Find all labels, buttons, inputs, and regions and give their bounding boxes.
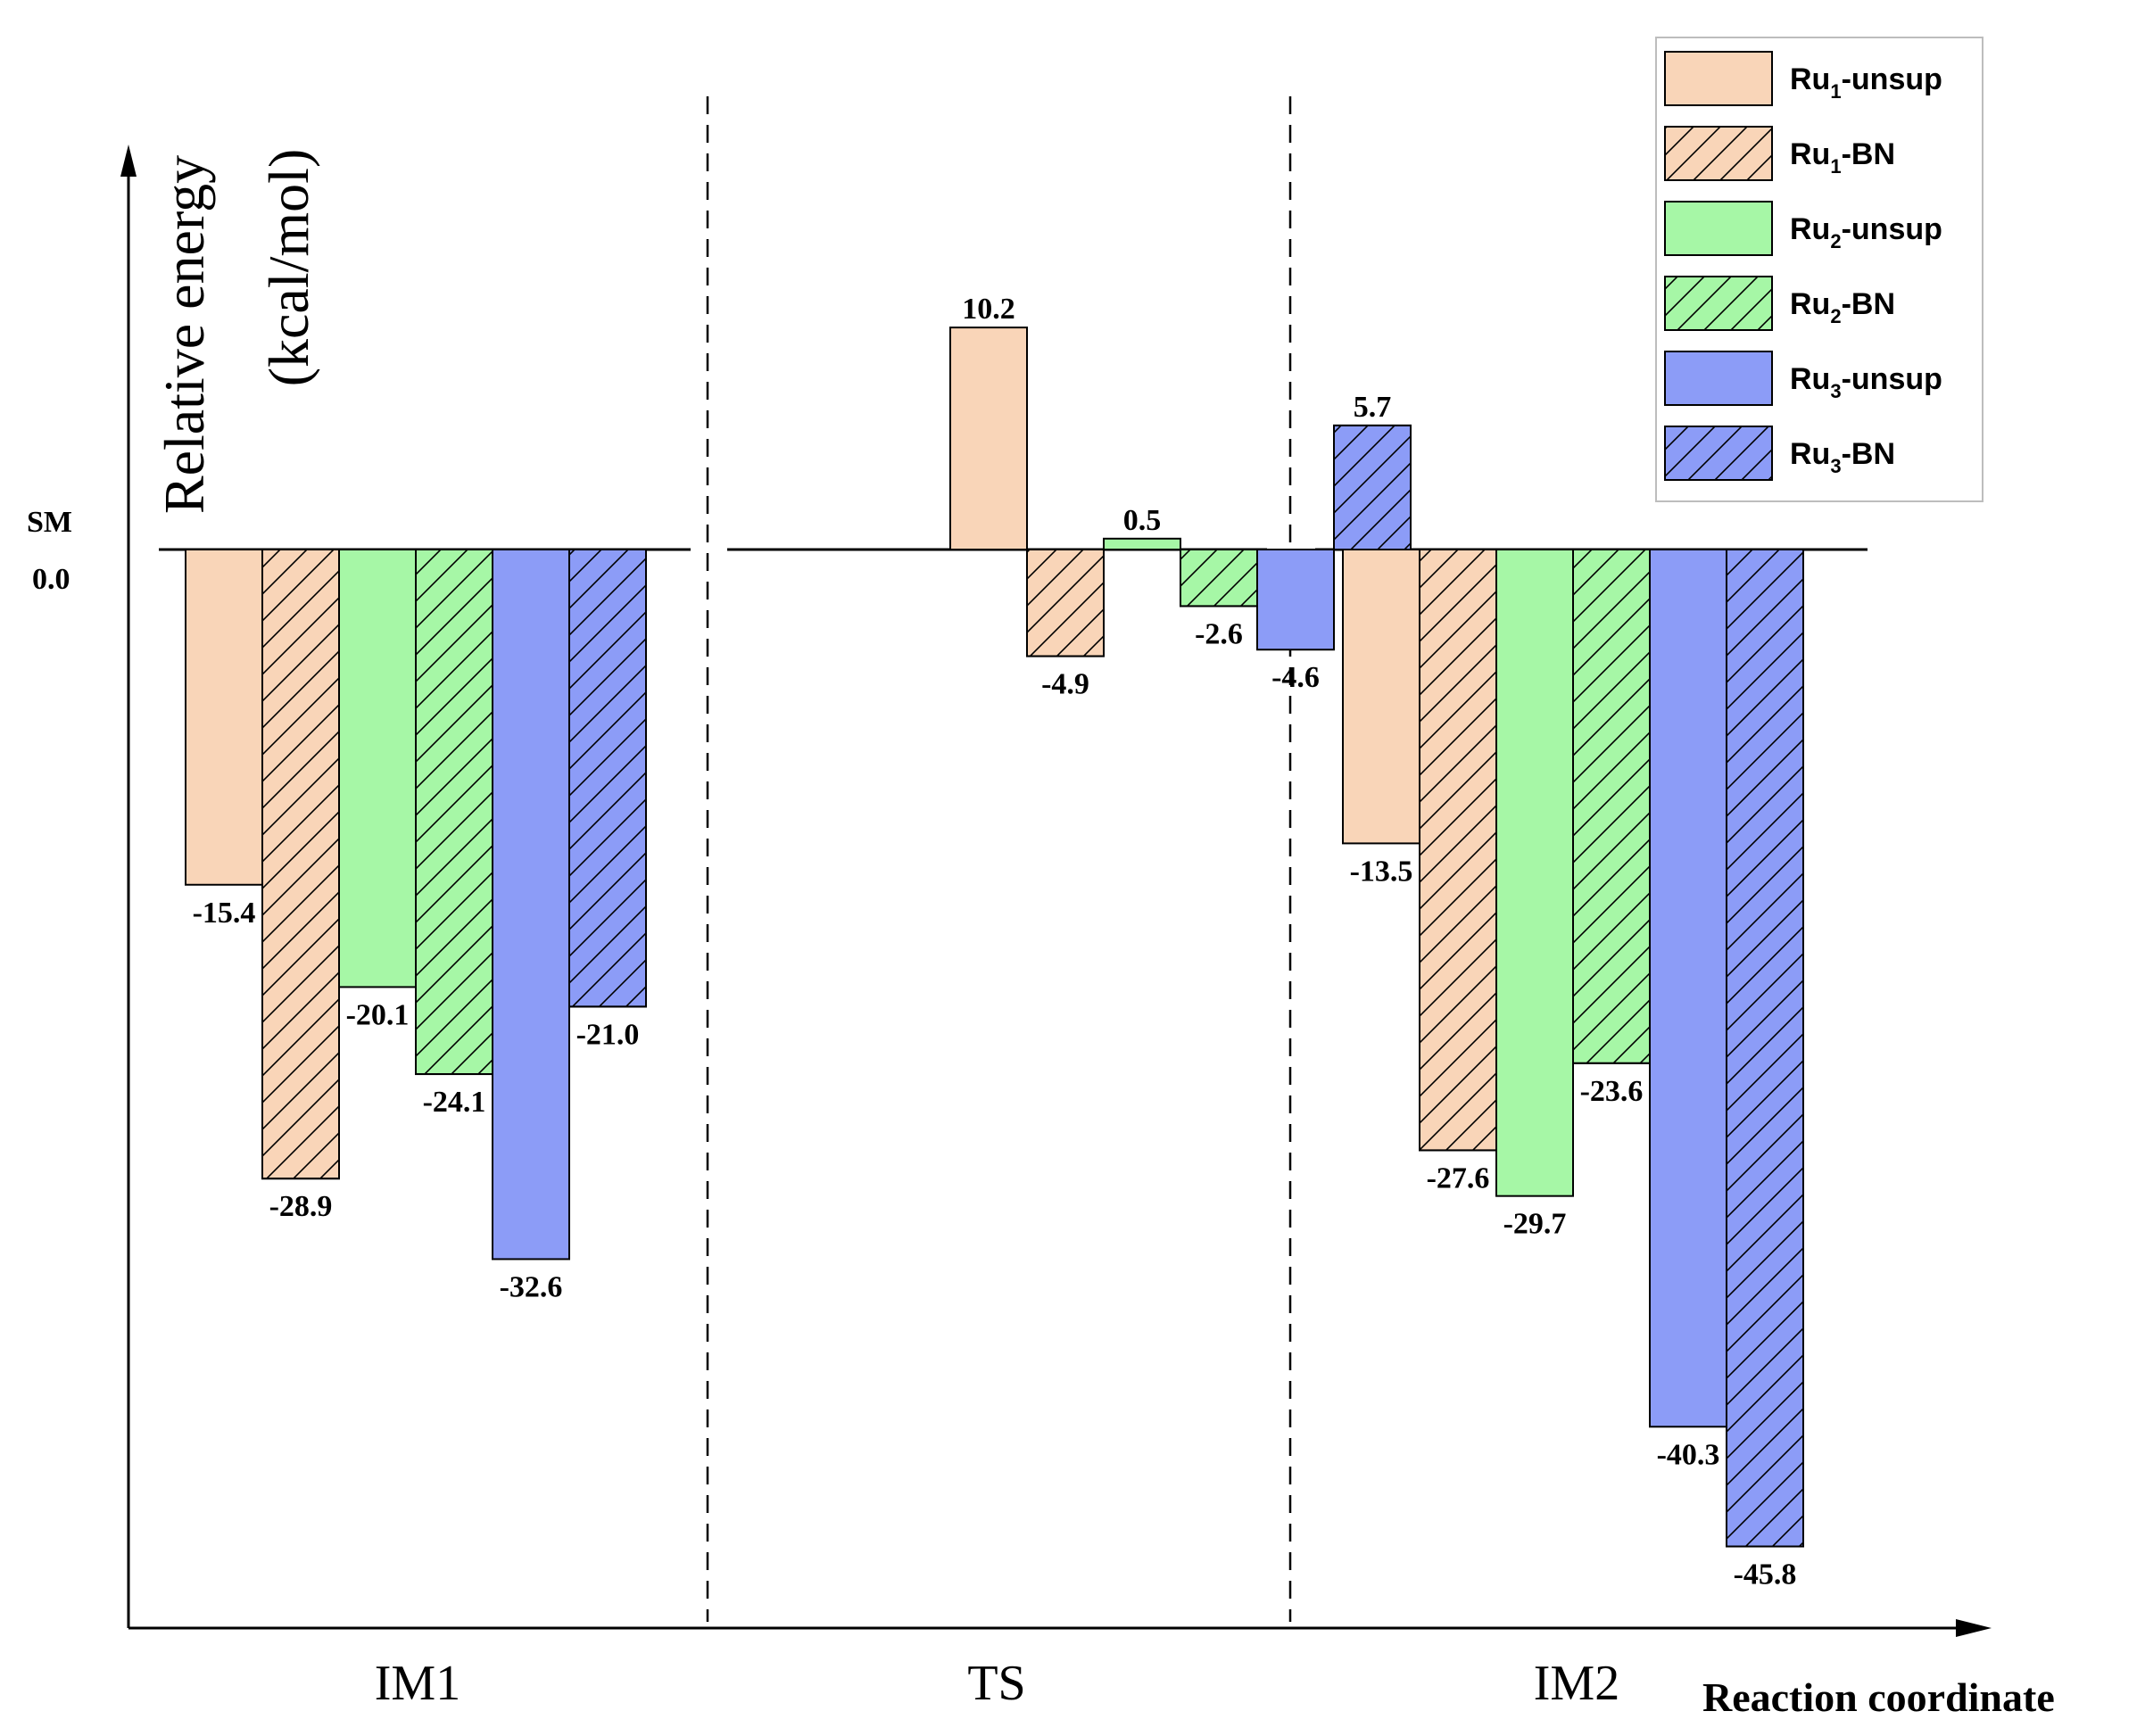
- bar-hatch-ts-series-6: [1333, 424, 1412, 551]
- legend-label-2: Ru1-BN: [1790, 137, 1895, 178]
- legend-frame: [1655, 37, 1984, 502]
- legend-label-1: Ru1-unsup: [1790, 62, 1942, 103]
- x-axis-label: Reaction coordinate: [1702, 1674, 2055, 1720]
- data-label-im1-series-5: -32.6: [500, 1270, 563, 1303]
- data-label-im1-series-1: -15.4: [193, 897, 256, 930]
- x-axis-arrow: [1956, 1619, 1992, 1637]
- data-label-im1-series-3: -20.1: [346, 998, 410, 1031]
- legend-swatch-1: [1664, 51, 1773, 106]
- data-label-ts-series-3: 0.5: [1123, 504, 1162, 537]
- legend-label-6: Ru3-BN: [1790, 437, 1895, 477]
- data-label-ts-series-5: -4.6: [1271, 661, 1320, 694]
- bar-hatch-im2-series-4: [1572, 549, 1651, 1064]
- bar-hatch-ts-series-2: [1026, 549, 1105, 657]
- legend: Ru1-unsup Ru1-BN Ru2-unsup Ru2-BN Ru3-unsup R…: [1655, 37, 1984, 502]
- data-label-ts-series-4: -2.6: [1195, 617, 1243, 650]
- data-label-ts-series-6: 5.7: [1354, 391, 1392, 424]
- y-axis-arrow: [120, 145, 137, 177]
- bar-ts-series-1: [949, 327, 1028, 550]
- bar-hatch-ts-series-4: [1180, 549, 1258, 608]
- legend-swatch-5: [1664, 351, 1773, 406]
- category-label-ts: TS: [967, 1656, 1025, 1711]
- y-axis-label-line1: Relative energy: [153, 155, 216, 514]
- data-label-im1-series-2: -28.9: [269, 1190, 333, 1223]
- data-label-im2-series-4: -23.6: [1580, 1075, 1644, 1108]
- data-label-ts-series-2: -4.9: [1041, 668, 1089, 701]
- data-label-im1-series-4: -24.1: [423, 1086, 486, 1119]
- data-labels: -15.4 10.2 -13.5 -28.9 -4.9 -27.6 -20.1 0.5 -29.…: [193, 293, 1797, 1591]
- bar-im1-series-1: [185, 549, 263, 886]
- data-label-ts-series-1: 10.2: [962, 293, 1015, 326]
- legend-swatch-3: [1664, 201, 1773, 256]
- bar-hatch-im2-series-6: [1726, 549, 1804, 1548]
- y-axis-label-line2: (kcal/mol): [257, 149, 320, 387]
- data-label-im2-series-2: -27.6: [1427, 1161, 1490, 1195]
- category-label-im1: IM1: [375, 1656, 460, 1711]
- baseline-label-zero: 0.0: [32, 563, 70, 596]
- baseline-label-sm: SM: [27, 506, 72, 539]
- bar-im1-series-5: [492, 549, 570, 1261]
- bar-im1-series-3: [338, 549, 417, 988]
- data-label-im1-series-6: -21.0: [576, 1018, 640, 1051]
- bar-hatch-im1-series-4: [415, 549, 493, 1076]
- legend-swatch-hatch-6: [1664, 426, 1773, 481]
- bar-hatch-im1-series-2: [261, 549, 340, 1180]
- bar-im2-series-3: [1495, 549, 1574, 1197]
- bar-ts-series-3: [1103, 537, 1181, 550]
- legend-label-4: Ru2-BN: [1790, 287, 1895, 327]
- data-label-im2-series-6: -45.8: [1734, 1558, 1797, 1591]
- bar-hatch-im2-series-2: [1419, 549, 1497, 1152]
- bar-im2-series-5: [1649, 549, 1727, 1428]
- bar-ts-series-5: [1256, 549, 1335, 651]
- bar-hatch-im1-series-6: [568, 549, 647, 1008]
- data-label-im2-series-1: -13.5: [1350, 855, 1413, 888]
- legend-label-3: Ru2-unsup: [1790, 212, 1942, 252]
- category-label-im2: IM2: [1534, 1656, 1619, 1711]
- legend-swatch-hatch-2: [1664, 126, 1773, 181]
- legend-label-5: Ru3-unsup: [1790, 362, 1942, 402]
- data-label-im2-series-5: -40.3: [1657, 1438, 1720, 1471]
- bars: [185, 327, 1804, 1548]
- legend-swatch-hatch-4: [1664, 276, 1773, 331]
- data-label-im2-series-3: -29.7: [1503, 1208, 1567, 1241]
- bar-im2-series-1: [1342, 549, 1420, 845]
